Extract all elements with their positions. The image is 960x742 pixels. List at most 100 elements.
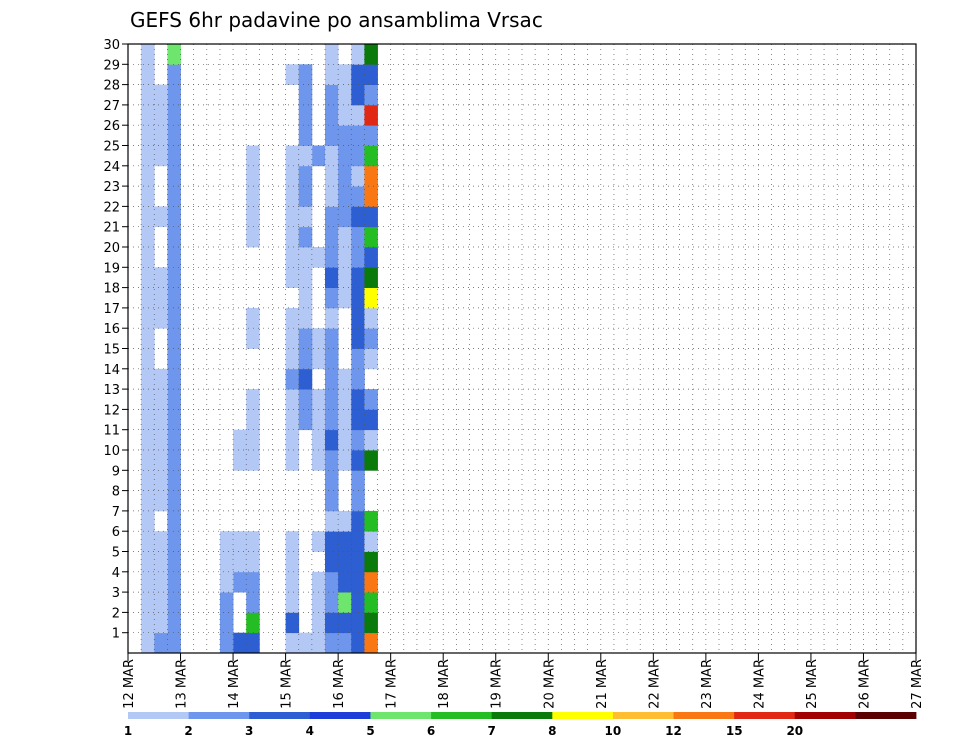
heatmap-cell <box>285 551 300 573</box>
heatmap-cell <box>338 368 352 390</box>
heatmap-cell <box>141 64 155 85</box>
heatmap-cell <box>338 84 352 106</box>
heatmap-cell <box>141 267 155 288</box>
colorbar-segment <box>794 712 856 719</box>
heatmap-cell <box>351 165 365 187</box>
heatmap-cell <box>311 571 326 593</box>
heatmap-cell <box>351 490 365 512</box>
heatmap-cell <box>246 531 260 552</box>
heatmap-cell <box>338 267 352 288</box>
y-tick-label: 11 <box>103 424 120 439</box>
colorbar-segment <box>552 712 614 719</box>
heatmap-cell <box>285 328 300 349</box>
heatmap-cell <box>351 571 365 593</box>
heatmap-cell <box>219 592 234 613</box>
heatmap-cell <box>141 165 155 187</box>
heatmap-cell <box>364 125 378 146</box>
y-tick-label: 19 <box>103 261 120 276</box>
heatmap-cell <box>167 44 181 65</box>
heatmap-cell <box>298 125 313 146</box>
heatmap-cell <box>364 328 378 349</box>
heatmap-cell <box>246 226 260 248</box>
heatmap-cell <box>351 389 365 410</box>
colorbar-label: 7 <box>488 724 496 738</box>
heatmap-cell <box>285 267 300 288</box>
colorbar-segment <box>128 712 190 719</box>
colorbar-label: 1 <box>124 724 132 738</box>
heatmap-cell <box>285 247 300 268</box>
y-tick-label: 2 <box>112 606 120 621</box>
heatmap-cell <box>311 348 326 370</box>
heatmap-cell <box>167 104 181 126</box>
x-tick-label: 14 MAR <box>227 659 242 709</box>
heatmap-cell <box>141 571 155 593</box>
heatmap-cell <box>325 632 339 654</box>
heatmap-cell <box>351 612 365 634</box>
heatmap-cell <box>311 531 326 552</box>
heatmap-cell <box>141 551 155 573</box>
x-tick-label: 16 MAR <box>332 659 347 709</box>
heatmap-cell <box>141 510 155 532</box>
heatmap-cell <box>167 206 181 228</box>
heatmap-cell <box>298 165 313 187</box>
heatmap-cell <box>351 328 365 349</box>
x-tick-label: 12 MAR <box>122 659 137 709</box>
heatmap-cell <box>325 592 339 613</box>
heatmap-cell <box>298 328 313 349</box>
heatmap-cell <box>167 389 181 410</box>
heatmap-cell <box>325 450 339 471</box>
heatmap-cell <box>325 226 339 248</box>
heatmap-cell <box>167 247 181 268</box>
heatmap-cell <box>338 389 352 410</box>
heatmap-cell <box>154 287 168 309</box>
heatmap-cell <box>167 612 181 634</box>
heatmap-cell <box>351 64 365 85</box>
heatmap-cell <box>351 267 365 288</box>
heatmap-cell <box>325 307 339 329</box>
heatmap-cell <box>246 409 260 431</box>
heatmap-cell <box>351 368 365 390</box>
heatmap-cell <box>167 226 181 248</box>
heatmap-cell <box>338 247 352 268</box>
y-tick-label: 24 <box>103 160 120 175</box>
heatmap-cell <box>154 206 168 228</box>
y-tick-label: 15 <box>103 343 120 358</box>
heatmap-cell <box>167 632 181 654</box>
heatmap-cell <box>364 348 378 370</box>
heatmap-cell <box>298 348 313 370</box>
y-tick-label: 23 <box>103 180 120 195</box>
heatmap-cell <box>298 307 313 329</box>
heatmap-cell <box>246 307 260 329</box>
heatmap-cell <box>246 186 260 207</box>
colorbar-segment <box>309 712 371 719</box>
heatmap-cell <box>167 429 181 451</box>
heatmap-cell <box>167 125 181 146</box>
heatmap-cell <box>351 226 365 248</box>
heatmap-cell <box>311 612 326 634</box>
heatmap-cell <box>233 531 247 552</box>
heatmap-cell <box>141 328 155 349</box>
heatmap-cell <box>338 531 352 552</box>
heatmap-cell <box>311 632 326 654</box>
colorbar-label: 5 <box>366 724 374 738</box>
heatmap-cell <box>338 165 352 187</box>
heatmap-cell <box>338 632 352 654</box>
x-tick-label: 22 MAR <box>647 659 662 709</box>
x-tick-label: 25 MAR <box>805 659 820 709</box>
heatmap-cell <box>154 592 168 613</box>
colorbar-segment <box>855 712 917 719</box>
heatmap-cell <box>325 470 339 491</box>
heatmap-cell <box>364 267 378 288</box>
heatmap-cell <box>351 84 365 106</box>
heatmap-cell <box>351 44 365 65</box>
heatmap-cell <box>141 490 155 512</box>
heatmap-cell <box>351 429 365 451</box>
heatmap-cell <box>285 531 300 552</box>
heatmap-cell <box>167 551 181 573</box>
heatmap-cell <box>325 389 339 410</box>
heatmap-cell <box>233 429 247 451</box>
heatmap-cell <box>167 450 181 471</box>
heatmap-cell <box>141 84 155 106</box>
heatmap-cell <box>351 551 365 573</box>
heatmap-cell <box>325 531 339 552</box>
